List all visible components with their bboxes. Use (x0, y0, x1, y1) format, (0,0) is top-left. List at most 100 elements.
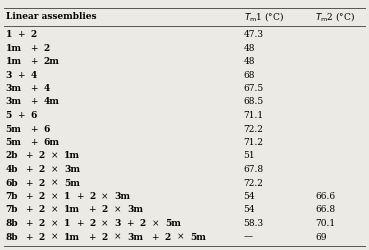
Text: +: + (30, 84, 37, 93)
Text: 2b: 2b (6, 152, 18, 160)
Text: 1: 1 (64, 192, 70, 201)
Text: 2m: 2m (43, 57, 59, 66)
Text: 2: 2 (102, 232, 108, 241)
Text: +: + (30, 124, 37, 134)
Text: 2: 2 (89, 219, 96, 228)
Text: +: + (25, 192, 33, 201)
Text: +: + (25, 178, 33, 188)
Text: +: + (127, 219, 134, 228)
Text: $T_{\mathrm{m}}$2 (°C): $T_{\mathrm{m}}$2 (°C) (315, 10, 356, 23)
Text: 3m: 3m (6, 84, 21, 93)
Text: 1m: 1m (64, 232, 80, 241)
Text: 47.3: 47.3 (244, 30, 263, 39)
Text: 2: 2 (140, 219, 146, 228)
Text: +: + (89, 232, 96, 241)
Text: 2: 2 (31, 30, 37, 39)
Text: ×: × (176, 232, 184, 241)
Text: +: + (88, 206, 96, 214)
Text: 54: 54 (244, 192, 255, 201)
Text: +: + (76, 192, 83, 201)
Text: 4: 4 (43, 84, 49, 93)
Text: 68: 68 (244, 70, 255, 80)
Text: +: + (30, 98, 37, 106)
Text: 67.5: 67.5 (244, 84, 264, 93)
Text: +: + (25, 206, 33, 214)
Text: 58.3: 58.3 (244, 219, 264, 228)
Text: 3: 3 (6, 70, 12, 80)
Text: 2: 2 (39, 178, 45, 188)
Text: 2: 2 (43, 44, 49, 52)
Text: 2: 2 (39, 152, 45, 160)
Text: +: + (25, 219, 33, 228)
Text: —: — (244, 232, 252, 241)
Text: 2: 2 (39, 192, 45, 201)
Text: 3m: 3m (64, 165, 80, 174)
Text: 2: 2 (39, 219, 45, 228)
Text: 6m: 6m (43, 138, 59, 147)
Text: 68.5: 68.5 (244, 98, 264, 106)
Text: +: + (25, 232, 33, 241)
Text: +: + (17, 70, 25, 80)
Text: $T_{\mathrm{m}}$1 (°C): $T_{\mathrm{m}}$1 (°C) (244, 10, 284, 23)
Text: 2: 2 (102, 206, 108, 214)
Text: 1: 1 (64, 219, 70, 228)
Text: 6: 6 (31, 111, 37, 120)
Text: 66.6: 66.6 (315, 192, 336, 201)
Text: ×: × (51, 192, 58, 201)
Text: +: + (25, 152, 33, 160)
Text: 3m: 3m (127, 232, 143, 241)
Text: ×: × (51, 232, 58, 241)
Text: ×: × (51, 178, 58, 188)
Text: 2: 2 (165, 232, 171, 241)
Text: 66.8: 66.8 (315, 206, 336, 214)
Text: ×: × (101, 192, 108, 201)
Text: ×: × (152, 219, 159, 228)
Text: 6: 6 (43, 124, 49, 134)
Text: 72.2: 72.2 (244, 124, 263, 134)
Text: ×: × (51, 219, 58, 228)
Text: 3m: 3m (6, 98, 21, 106)
Text: 2: 2 (39, 232, 45, 241)
Text: +: + (151, 232, 159, 241)
Text: 7b: 7b (6, 206, 18, 214)
Text: 71.1: 71.1 (244, 111, 264, 120)
Text: ×: × (114, 232, 121, 241)
Text: 4b: 4b (6, 165, 18, 174)
Text: 67.8: 67.8 (244, 165, 264, 174)
Text: 1m: 1m (6, 57, 21, 66)
Text: 8b: 8b (6, 232, 18, 241)
Text: 71.2: 71.2 (244, 138, 263, 147)
Text: ×: × (51, 152, 58, 160)
Text: 7b: 7b (6, 192, 18, 201)
Text: +: + (17, 30, 25, 39)
Text: 1m: 1m (64, 152, 80, 160)
Text: 5m: 5m (165, 219, 181, 228)
Text: +: + (25, 165, 33, 174)
Text: ×: × (51, 206, 58, 214)
Text: 2: 2 (89, 192, 96, 201)
Text: ×: × (101, 219, 109, 228)
Text: 48: 48 (244, 57, 255, 66)
Text: +: + (30, 138, 37, 147)
Text: +: + (17, 111, 25, 120)
Text: 2: 2 (39, 165, 45, 174)
Text: ×: × (51, 165, 58, 174)
Text: +: + (30, 44, 37, 52)
Text: 6b: 6b (6, 178, 18, 188)
Text: 8b: 8b (6, 219, 18, 228)
Text: 3m: 3m (127, 206, 143, 214)
Text: 5m: 5m (64, 178, 80, 188)
Text: 1m: 1m (64, 206, 80, 214)
Text: 70.1: 70.1 (315, 219, 336, 228)
Text: 5m: 5m (190, 232, 206, 241)
Text: +: + (76, 219, 83, 228)
Text: ×: × (113, 206, 121, 214)
Text: 54: 54 (244, 206, 255, 214)
Text: 2: 2 (39, 206, 45, 214)
Text: 3m: 3m (114, 192, 130, 201)
Text: 48: 48 (244, 44, 255, 52)
Text: 69: 69 (315, 232, 327, 241)
Text: 5m: 5m (6, 138, 21, 147)
Text: 1: 1 (6, 30, 12, 39)
Text: 3: 3 (114, 219, 121, 228)
